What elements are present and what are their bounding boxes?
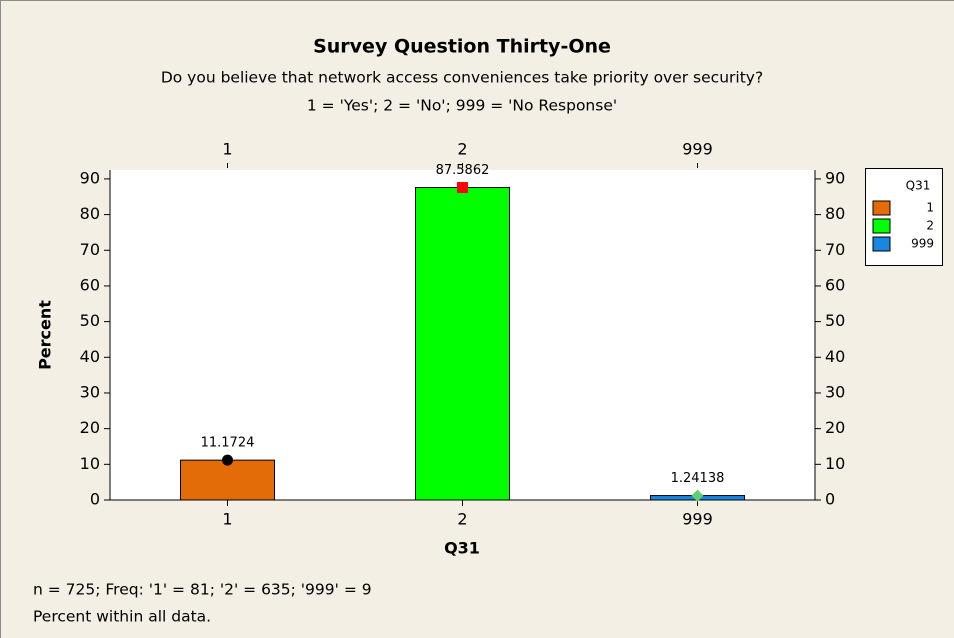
legend-title: Q31 xyxy=(906,179,931,193)
y-tick-label: 60 xyxy=(80,275,100,294)
x2-tick-label: 1 xyxy=(222,140,232,159)
marker xyxy=(457,182,468,194)
y2-tick-label: 70 xyxy=(825,240,845,259)
footnote: Percent within all data. xyxy=(33,608,211,626)
bar xyxy=(180,459,275,501)
y2-tick-label: 40 xyxy=(825,347,845,366)
legend-label: 1 xyxy=(926,201,934,215)
y2-tick-label: 90 xyxy=(825,168,845,187)
value-label: 1.24138 xyxy=(671,471,725,486)
x-tick-label: 1 xyxy=(222,510,232,529)
x2-tick-label: 999 xyxy=(682,140,713,159)
x-tick-label: 999 xyxy=(682,510,713,529)
y2-tick-label: 30 xyxy=(825,382,845,401)
y2-tick-label: 80 xyxy=(825,204,845,223)
legend-label: 2 xyxy=(926,219,934,233)
legend-swatch xyxy=(872,218,891,234)
y-tick-label: 70 xyxy=(80,240,100,259)
y-tick-label: 50 xyxy=(80,311,100,330)
chart-subtitle: 1 = 'Yes'; 2 = 'No'; 999 = 'No Response' xyxy=(307,97,617,115)
marker xyxy=(222,454,233,466)
y2-tick-label: 20 xyxy=(825,418,845,437)
value-label: 87.5862 xyxy=(436,163,490,178)
x-axis-label: Q31 xyxy=(444,539,480,558)
footnote: n = 725; Freq: '1' = 81; '2' = 635; '999… xyxy=(33,581,372,599)
x2-tick-label: 2 xyxy=(457,140,467,159)
x-tick-label: 2 xyxy=(457,510,467,529)
y-tick-label: 20 xyxy=(80,418,100,437)
y-tick-label: 10 xyxy=(80,454,100,473)
value-label: 11.1724 xyxy=(201,436,255,451)
legend-swatch xyxy=(872,200,891,216)
bar xyxy=(415,187,510,501)
y-tick-label: 90 xyxy=(80,168,100,187)
chart-subtitle: Do you believe that network access conve… xyxy=(161,69,763,87)
y-tick-label: 0 xyxy=(90,490,100,509)
y-axis-label: Percent xyxy=(36,300,55,370)
y2-tick-label: 10 xyxy=(825,454,845,473)
y-tick-label: 80 xyxy=(80,204,100,223)
legend-label: 999 xyxy=(911,237,934,251)
y2-tick-label: 50 xyxy=(825,311,845,330)
legend-swatch xyxy=(872,236,891,252)
y-tick-label: 40 xyxy=(80,347,100,366)
y-tick-label: 30 xyxy=(80,382,100,401)
marker xyxy=(691,489,704,502)
y2-tick-label: 0 xyxy=(825,490,835,509)
y2-tick-label: 60 xyxy=(825,275,845,294)
chart-title: Survey Question Thirty-One xyxy=(313,36,611,58)
